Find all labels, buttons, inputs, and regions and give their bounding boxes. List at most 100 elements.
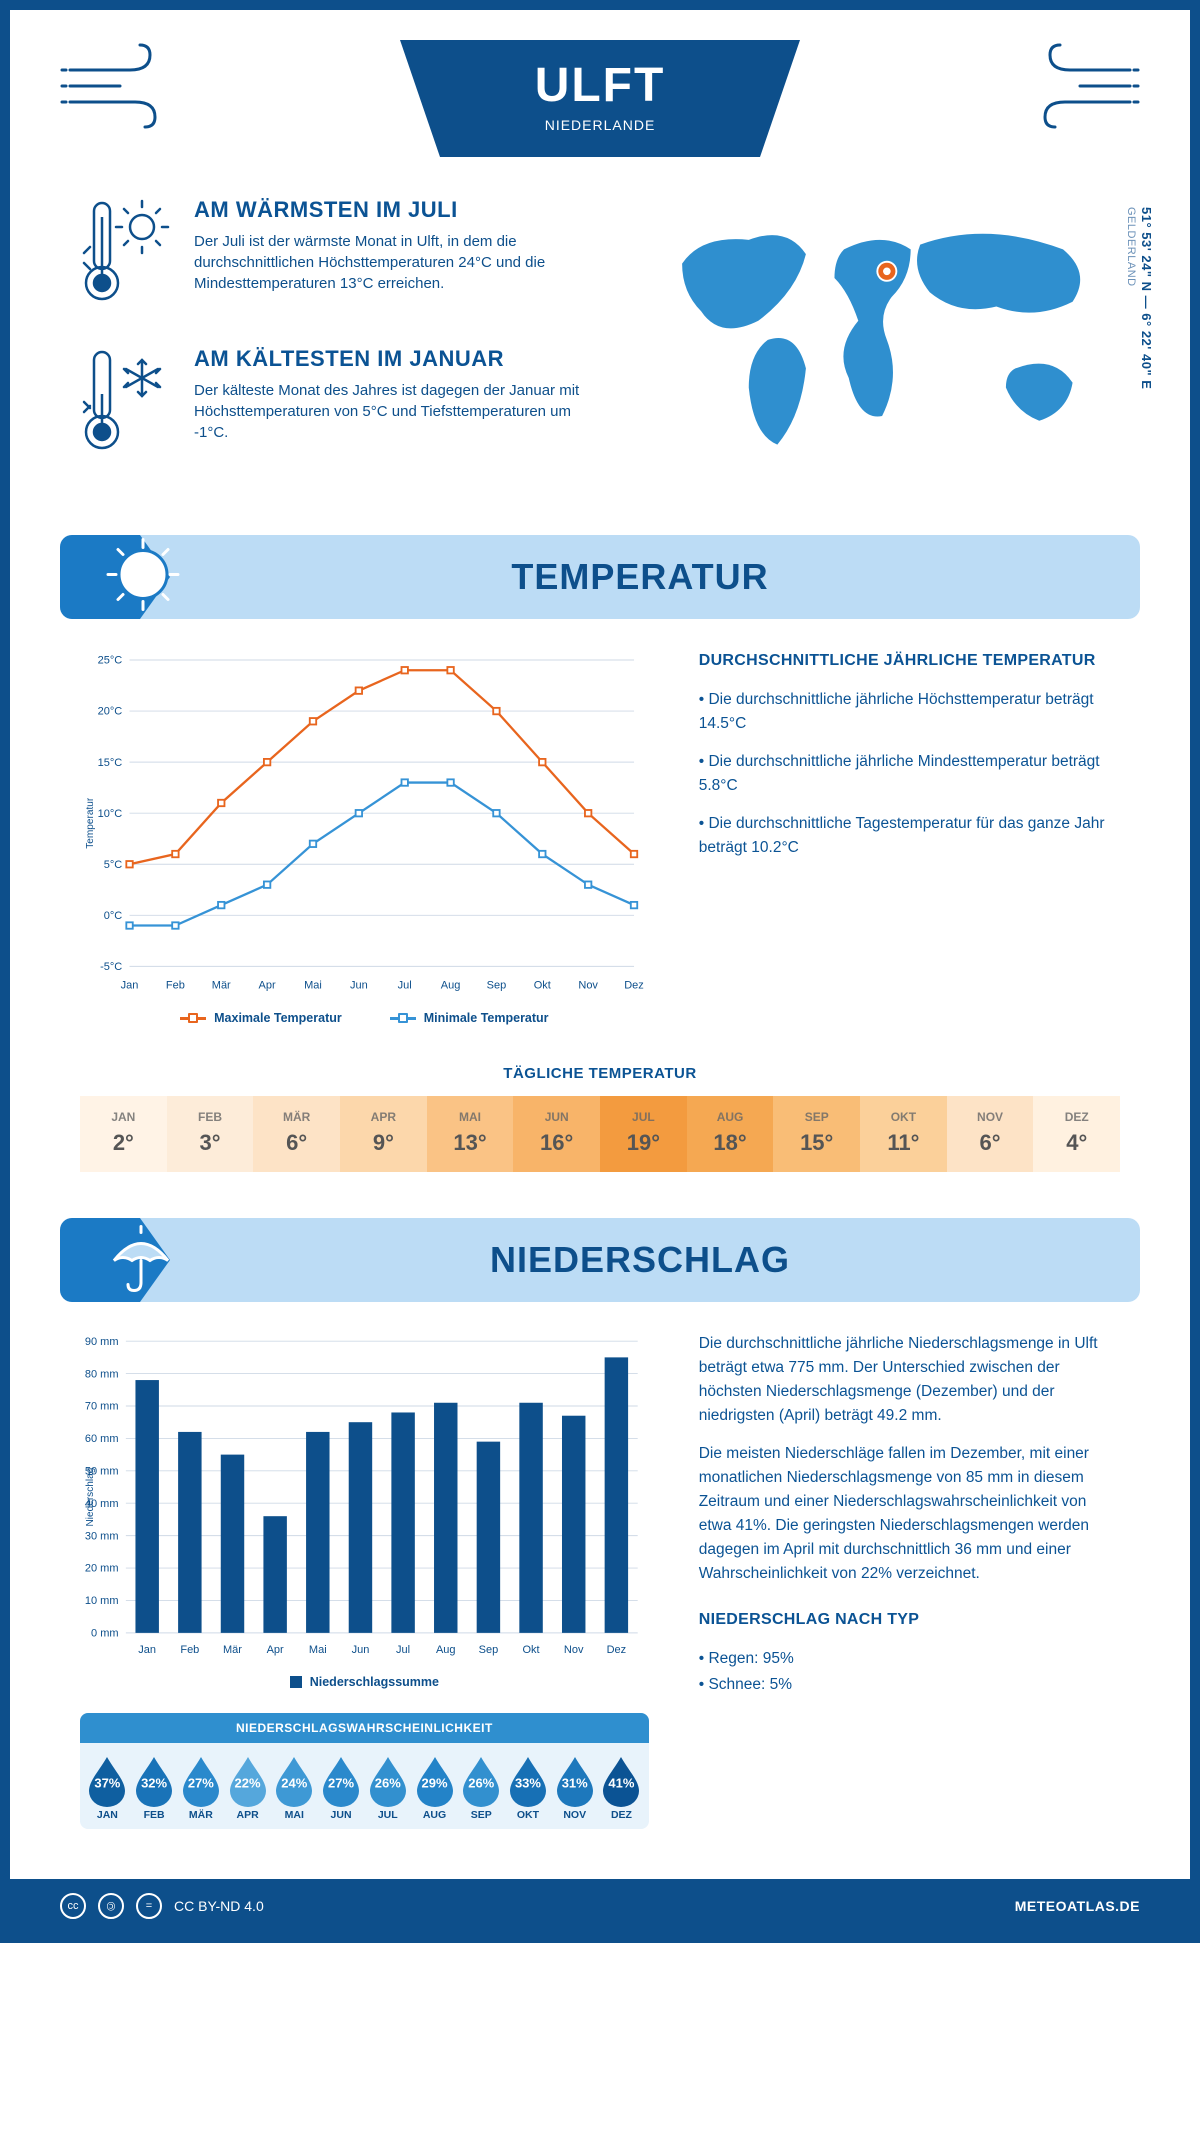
coordinates: 51° 53' 24" N — 6° 22' 40" E GELDERLAND	[1124, 207, 1154, 389]
precip-probability-box: NIEDERSCHLAGSWAHRSCHEINLICHKEIT 37% JAN …	[80, 1713, 649, 1829]
precip-content: 0 mm10 mm20 mm30 mm40 mm50 mm60 mm70 mm8…	[10, 1332, 1190, 1839]
svg-text:Temperatur: Temperatur	[85, 797, 96, 849]
svg-text:Aug: Aug	[441, 979, 461, 991]
nd-icon: =	[136, 1893, 162, 1919]
precip-drop: 24% MAI	[271, 1753, 318, 1821]
svg-text:Jun: Jun	[352, 1644, 370, 1656]
svg-text:Jul: Jul	[396, 1644, 410, 1656]
precip-prob-title: NIEDERSCHLAGSWAHRSCHEINLICHKEIT	[80, 1713, 649, 1743]
intro-row: AM WÄRMSTEN IM JULI Der Juli ist der wär…	[10, 167, 1190, 515]
precip-drop: 27% JUN	[318, 1753, 365, 1821]
svg-text:Feb: Feb	[180, 1644, 199, 1656]
precip-drop: 27% MÄR	[177, 1753, 224, 1821]
precip-drop: 22% APR	[224, 1753, 271, 1821]
city-title: ULFT	[460, 58, 740, 113]
svg-text:90 mm: 90 mm	[85, 1335, 119, 1347]
svg-text:60 mm: 60 mm	[85, 1433, 119, 1445]
precip-drop: 29% AUG	[411, 1753, 458, 1821]
heat-cell: JUN16°	[513, 1096, 600, 1172]
svg-text:Nov: Nov	[564, 1644, 584, 1656]
precip-prob-row: 37% JAN 32% FEB 27% MÄR 22% APR 24% MAI	[80, 1743, 649, 1829]
heat-cell: AUG18°	[687, 1096, 774, 1172]
license-block: cc 🄯 = CC BY-ND 4.0	[60, 1893, 264, 1919]
wind-icon-right	[1020, 40, 1140, 135]
svg-text:25°C: 25°C	[98, 655, 123, 667]
precip-type-1: • Regen: 95%	[699, 1647, 1120, 1671]
svg-text:Jan: Jan	[121, 979, 139, 991]
heat-cell: SEP15°	[773, 1096, 860, 1172]
header: ULFT NIEDERLANDE	[10, 10, 1190, 167]
daily-temp-title: TÄGLICHE TEMPERATUR	[10, 1065, 1190, 1082]
svg-text:80 mm: 80 mm	[85, 1368, 119, 1380]
precip-text-1: Die durchschnittliche jährliche Niedersc…	[699, 1332, 1120, 1428]
sun-icon	[104, 536, 182, 619]
fact-coldest: AM KÄLTESTEN IM JANUAR Der kälteste Mona…	[80, 346, 604, 461]
svg-text:Mai: Mai	[304, 979, 322, 991]
svg-text:Mär: Mär	[212, 979, 231, 991]
precip-drop: 37% JAN	[84, 1753, 131, 1821]
svg-text:Sep: Sep	[487, 979, 507, 991]
thermometer-snow-icon	[80, 346, 170, 461]
svg-text:5°C: 5°C	[104, 859, 123, 871]
site-name: METEOATLAS.DE	[1015, 1898, 1140, 1914]
facts-column: AM WÄRMSTEN IM JULI Der Juli ist der wär…	[80, 197, 604, 495]
temp-side-text: DURCHSCHNITTLICHE JÄHRLICHE TEMPERATUR •…	[699, 649, 1120, 1025]
temp-bullet-2: • Die durchschnittliche jährliche Mindes…	[699, 750, 1120, 798]
heat-cell: APR9°	[340, 1096, 427, 1172]
temp-side-title: DURCHSCHNITTLICHE JÄHRLICHE TEMPERATUR	[699, 649, 1120, 674]
precip-type-2: • Schnee: 5%	[699, 1673, 1120, 1697]
svg-text:-5°C: -5°C	[100, 961, 122, 973]
wind-icon-left	[60, 40, 180, 135]
svg-text:10°C: 10°C	[98, 808, 123, 820]
umbrella-icon	[104, 1220, 178, 1299]
svg-text:Feb: Feb	[166, 979, 185, 991]
svg-text:30 mm: 30 mm	[85, 1530, 119, 1542]
fact-coldest-text: Der kälteste Monat des Jahres ist dagege…	[194, 380, 604, 443]
heat-cell: OKT11°	[860, 1096, 947, 1172]
section-header-temperature: TEMPERATUR	[60, 535, 1140, 619]
footer: cc 🄯 = CC BY-ND 4.0 METEOATLAS.DE	[10, 1879, 1190, 1933]
svg-text:Okt: Okt	[534, 979, 551, 991]
svg-text:Jun: Jun	[350, 979, 368, 991]
temp-content: -5°C 0°C 5°C 10°C 15°C 20°C 25°C Jan Feb Mär Apr Ma…	[10, 649, 1190, 1035]
svg-text:Sep: Sep	[479, 1644, 499, 1656]
precip-drop: 32% FEB	[131, 1753, 178, 1821]
legend-max-label: Maximale Temperatur	[214, 1011, 342, 1025]
precip-drop: 26% SEP	[458, 1753, 505, 1821]
precip-text-2: Die meisten Niederschläge fallen im Deze…	[699, 1442, 1120, 1586]
svg-text:0°C: 0°C	[104, 910, 123, 922]
fact-coldest-title: AM KÄLTESTEN IM JANUAR	[194, 346, 604, 372]
cc-icon: cc	[60, 1893, 86, 1919]
precip-legend-label: Niederschlagssumme	[310, 1675, 439, 1689]
temp-chart: -5°C 0°C 5°C 10°C 15°C 20°C 25°C Jan Feb Mär Apr Ma…	[80, 649, 649, 1025]
svg-text:20°C: 20°C	[98, 706, 123, 718]
precip-legend: Niederschlagssumme	[80, 1675, 649, 1689]
svg-text:Mai: Mai	[309, 1644, 327, 1656]
svg-text:20 mm: 20 mm	[85, 1562, 119, 1574]
precip-drop: 26% JUL	[364, 1753, 411, 1821]
precip-type-title: NIEDERSCHLAG NACH TYP	[699, 1608, 1120, 1633]
section-header-precipitation: NIEDERSCHLAG	[60, 1218, 1140, 1302]
world-map: 51° 53' 24" N — 6° 22' 40" E GELDERLAND	[644, 197, 1120, 495]
fact-warmest-title: AM WÄRMSTEN IM JULI	[194, 197, 604, 223]
fact-warmest-text: Der Juli ist der wärmste Monat in Ulft, …	[194, 231, 604, 294]
svg-text:Niederschlag: Niederschlag	[85, 1467, 96, 1526]
svg-text:Jul: Jul	[398, 979, 412, 991]
svg-text:10 mm: 10 mm	[85, 1595, 119, 1607]
legend-min-label: Minimale Temperatur	[424, 1011, 549, 1025]
precip-drop: 33% OKT	[505, 1753, 552, 1821]
heat-cell: JAN2°	[80, 1096, 167, 1172]
svg-text:Apr: Apr	[259, 979, 276, 991]
svg-text:Okt: Okt	[523, 1644, 540, 1656]
region-label: GELDERLAND	[1125, 207, 1137, 287]
coord-value: 51° 53' 24" N — 6° 22' 40" E	[1139, 207, 1154, 389]
svg-text:15°C: 15°C	[98, 757, 123, 769]
precip-side-text: Die durchschnittliche jährliche Niedersc…	[699, 1332, 1120, 1829]
svg-text:Mär: Mär	[223, 1644, 242, 1656]
svg-text:Dez: Dez	[607, 1644, 627, 1656]
fact-warmest: AM WÄRMSTEN IM JULI Der Juli ist der wär…	[80, 197, 604, 312]
precip-chart-area: 0 mm10 mm20 mm30 mm40 mm50 mm60 mm70 mm8…	[80, 1332, 649, 1829]
country-subtitle: NIEDERLANDE	[460, 117, 740, 133]
heat-cell: JUL19°	[600, 1096, 687, 1172]
svg-text:70 mm: 70 mm	[85, 1400, 119, 1412]
